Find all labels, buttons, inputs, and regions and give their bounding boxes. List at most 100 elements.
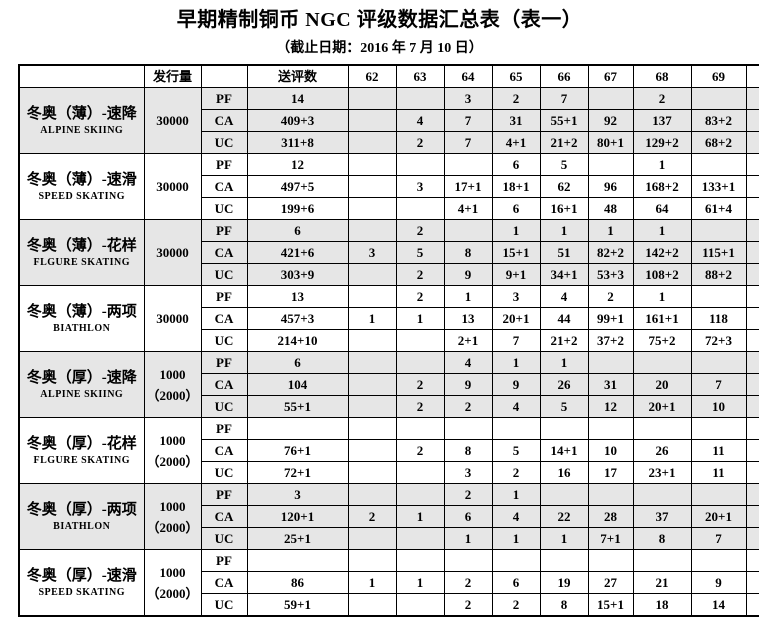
header-grade-type (200, 64, 248, 88)
grade-count-cell: 2 (395, 395, 445, 418)
grade-count-cell (491, 417, 541, 440)
grade-count-cell: 96 (587, 175, 634, 198)
grade-count-cell (395, 329, 445, 352)
grade-type-cell: PF (200, 549, 248, 572)
grade-count-cell: 1 (632, 153, 692, 176)
grade-count-cell: 99+1 (587, 307, 634, 330)
grade-count-cell (745, 373, 759, 396)
grade-count-cell (395, 461, 445, 484)
grade-type-cell: CA (200, 505, 248, 528)
grade-count-cell: 1 (491, 219, 541, 242)
header-grade-69: 69 (690, 64, 747, 88)
grade-count-cell (745, 219, 759, 242)
submitted-count-cell: 409+3 (246, 109, 349, 132)
grade-count-cell: 51 (539, 241, 589, 264)
grade-count-cell: 23+1 (632, 461, 692, 484)
issue-volume-primary: 30000 (156, 113, 189, 128)
submitted-count-cell: 59+1 (246, 593, 349, 617)
grade-count-cell: 5 (395, 241, 445, 264)
coin-name-cell: 冬奥（薄）-两项 BIATHLON (18, 285, 145, 352)
header-grade-63: 63 (395, 64, 445, 88)
header-grade-66: 66 (539, 64, 589, 88)
grade-type-cell: CA (200, 241, 248, 264)
grade-count-cell (587, 417, 634, 440)
grade-count-cell: 6 (491, 197, 541, 220)
grade-count-cell (745, 87, 759, 110)
issue-volume-cell: 1000 （2000） (143, 417, 202, 484)
grade-count-cell (745, 461, 759, 484)
header-issue-volume: 发行量 (143, 64, 202, 88)
table-row: 冬奥（薄）-两项 BIATHLON 30000 PF 13 2 1 3 4 2 1 (18, 285, 759, 352)
grade-count-cell (587, 153, 634, 176)
coin-name-en: FLGURE SKATING (33, 256, 131, 268)
table-row: UC 25+1 1 1 1 7+1 8 7 (19, 527, 759, 550)
grade-count-cell (347, 373, 397, 396)
grade-count-cell (347, 109, 397, 132)
grade-count-cell (745, 351, 759, 374)
grade-count-cell: 7+1 (587, 527, 634, 550)
page-subtitle: （截止日期：2016 年 7 月 10 日） (276, 41, 483, 56)
issue-volume-primary: 1000 (159, 564, 186, 580)
grade-count-cell: 2 (395, 439, 445, 462)
grade-count-cell: 1 (491, 483, 541, 506)
submitted-count-cell: 72+1 (246, 461, 349, 484)
coin-name-cell: 冬奥（薄）-花样 FLGURE SKATING (18, 219, 145, 286)
grade-count-cell (347, 351, 397, 374)
grade-count-cell: 20+1 (632, 395, 692, 418)
grade-count-cell (347, 549, 397, 572)
grade-count-cell (745, 153, 759, 176)
grade-count-cell: 1 (539, 527, 589, 550)
grade-count-cell (690, 549, 747, 572)
issue-volume-primary: 30000 (156, 179, 189, 194)
grade-count-cell (539, 549, 589, 572)
grade-count-cell: 5 (491, 439, 541, 462)
grade-count-cell: 8 (443, 241, 493, 264)
grade-count-cell: 1 (395, 307, 445, 330)
grade-count-cell: 44 (539, 307, 589, 330)
grade-count-cell: 1 (539, 219, 589, 242)
grade-count-cell: 53+3 (587, 263, 634, 286)
grade-count-cell (395, 549, 445, 572)
grade-count-cell (690, 483, 747, 506)
grade-count-cell: 14+1 (539, 439, 589, 462)
coin-name-cn: 冬奥（厚）-花样 (26, 435, 137, 452)
grade-type-cell: UC (200, 131, 248, 154)
grade-count-cell: 1 (443, 527, 493, 550)
grade-count-cell: 6 (491, 571, 541, 594)
document-page: 早期精制铜币 NGC 评级数据汇总表（表一） （截止日期：2016 年 7 月 … (18, 9, 759, 617)
grade-count-cell (347, 219, 397, 242)
grade-count-cell: 3 (443, 87, 493, 110)
grade-count-cell: 18+1 (491, 175, 541, 198)
grade-type-cell: CA (200, 109, 248, 132)
header-grade-70: 70 (745, 64, 759, 88)
grade-count-cell (745, 483, 759, 506)
grade-count-cell (347, 329, 397, 352)
grade-count-cell: 8 (632, 527, 692, 550)
submitted-count-cell: 14 (246, 87, 349, 110)
grade-count-cell (395, 351, 445, 374)
table-row: UC 303+9 2 9 9+1 34+1 53+3 108+2 88+2 (19, 263, 759, 286)
grade-count-cell (587, 351, 634, 374)
grade-type-cell: CA (200, 439, 248, 462)
grade-count-cell: 34+1 (539, 263, 589, 286)
submitted-count-cell: 497+5 (246, 175, 349, 198)
grade-count-cell: 137 (632, 109, 692, 132)
submitted-count-cell: 13 (246, 285, 349, 308)
submitted-count-cell: 421+6 (246, 241, 349, 264)
submitted-count-cell: 76+1 (246, 439, 349, 462)
grade-count-cell: 3 (347, 241, 397, 264)
coin-name-cn: 冬奥（薄）-花样 (26, 237, 137, 254)
grade-count-cell: 2 (443, 593, 493, 617)
grade-count-cell (347, 527, 397, 550)
grade-count-cell (745, 131, 759, 154)
issue-volume-cell: 30000 (143, 153, 202, 220)
grade-count-cell: 83+2 (690, 109, 747, 132)
grade-count-cell: 9 (443, 263, 493, 286)
grade-count-cell (443, 417, 493, 440)
grade-count-cell (690, 285, 747, 308)
submitted-count-cell (246, 549, 349, 572)
grade-count-cell: 133+1 (690, 175, 747, 198)
submitted-count-cell: 120+1 (246, 505, 349, 528)
grade-count-cell (347, 87, 397, 110)
grade-count-cell: 37+2 (587, 329, 634, 352)
